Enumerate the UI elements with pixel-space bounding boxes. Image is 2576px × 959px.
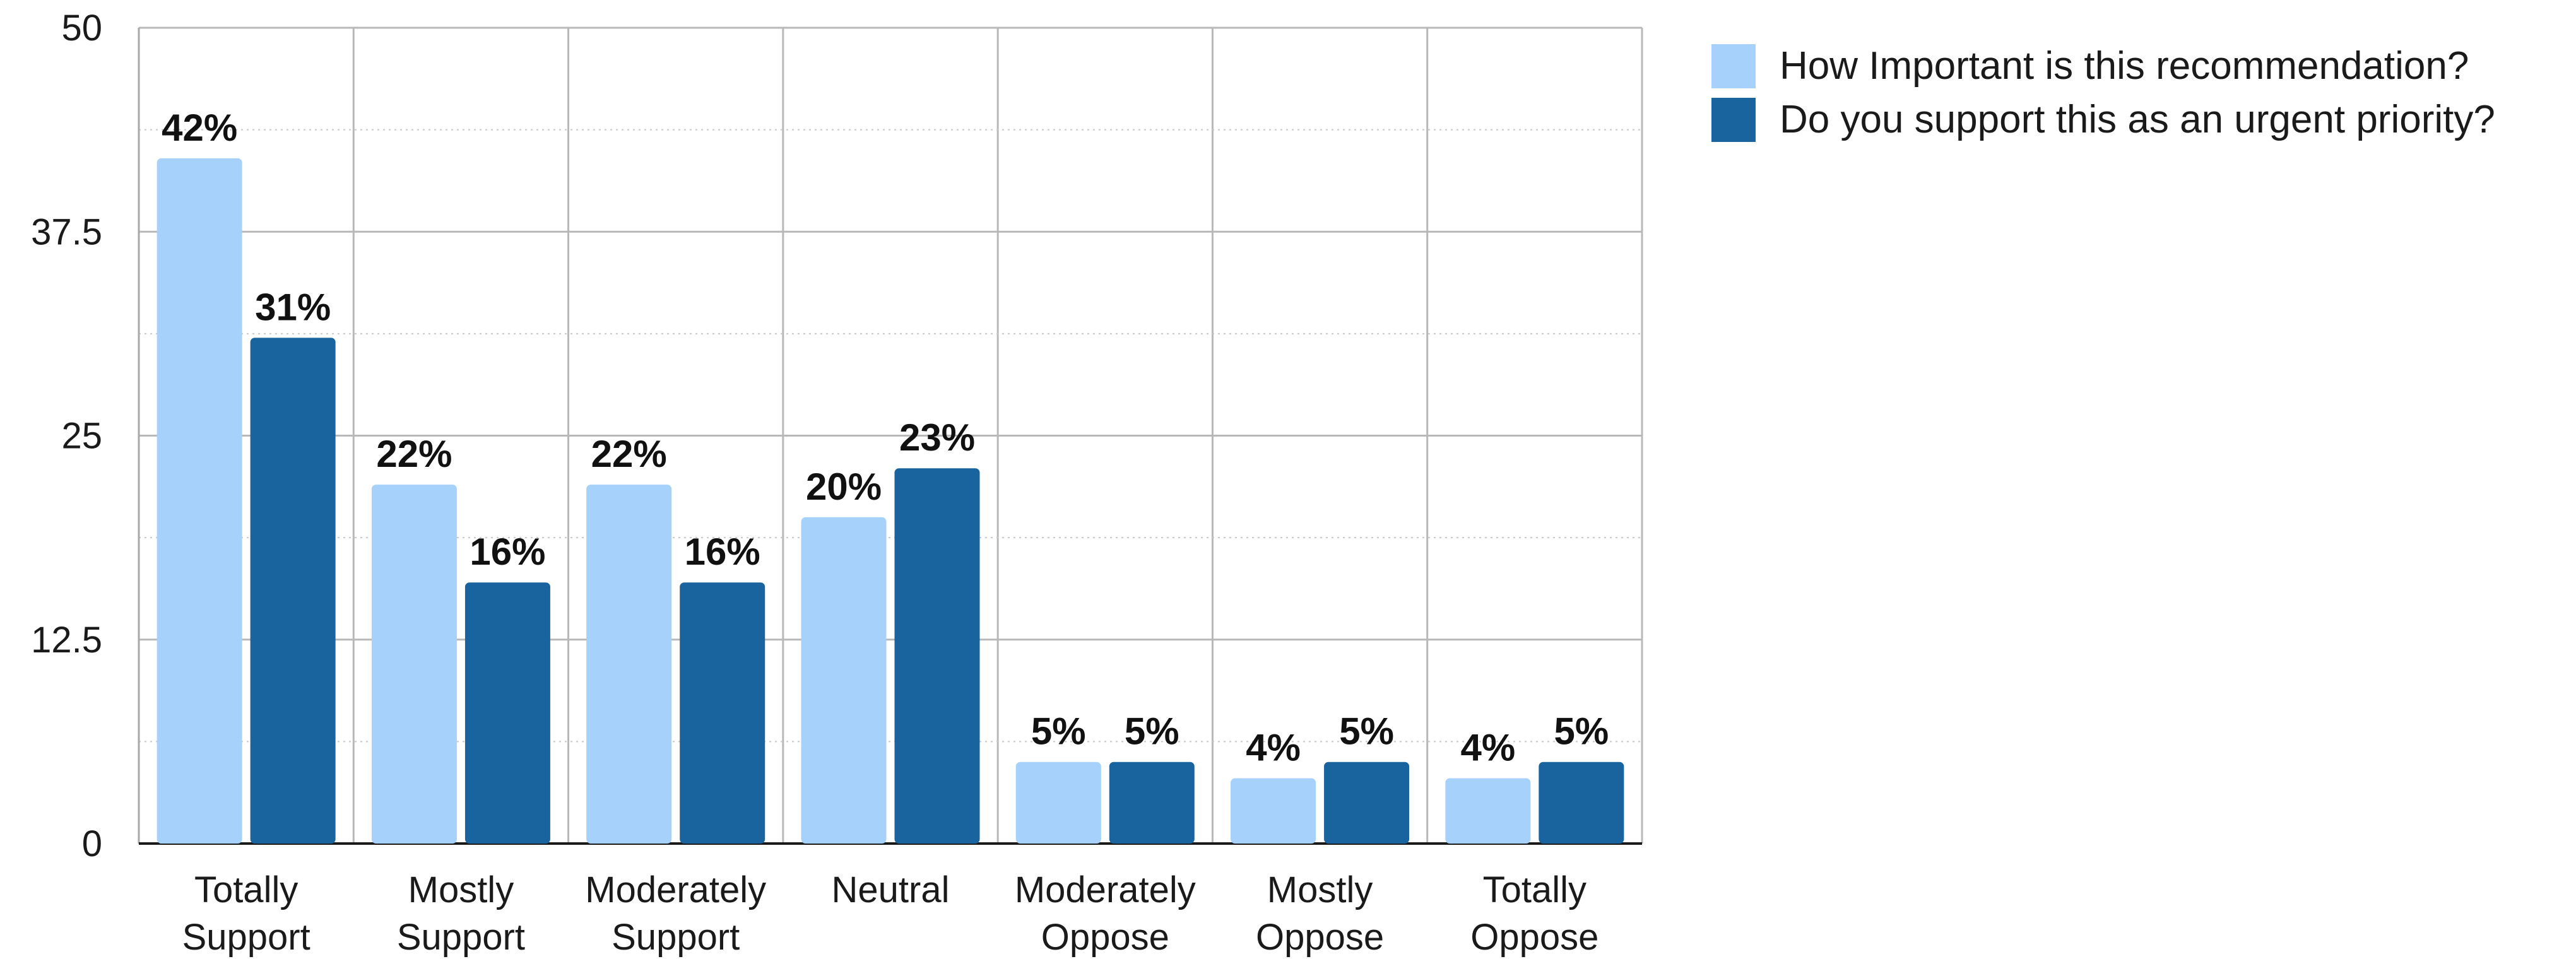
bar-value-label: 22% <box>376 433 452 475</box>
bar-value-label: 42% <box>162 107 237 149</box>
y-tick-label: 12.5 <box>31 620 102 661</box>
bar-value-label: 5% <box>1031 710 1086 753</box>
legend-swatch <box>1711 44 1756 88</box>
y-tick-label: 50 <box>61 8 102 49</box>
bar-value-label: 31% <box>255 286 331 328</box>
bar-importance <box>586 485 672 844</box>
bar-importance <box>371 485 457 844</box>
x-category-label: Support <box>182 917 310 958</box>
bar-importance <box>1231 778 1316 844</box>
bar-urgent-priority <box>680 582 765 844</box>
bar-value-label: 4% <box>1246 727 1301 769</box>
x-category-label: Oppose <box>1256 917 1384 958</box>
y-tick-label: 37.5 <box>31 211 102 252</box>
bar-value-label: 16% <box>470 531 545 573</box>
x-category-label: Mostly <box>408 869 514 910</box>
bar-urgent-priority <box>1324 762 1410 844</box>
bar-importance <box>1015 762 1101 844</box>
legend-label: How Important is this recommendation? <box>1780 44 2469 88</box>
legend-label: Do you support this as an urgent priorit… <box>1780 98 2495 141</box>
bar-value-label: 20% <box>806 466 882 508</box>
bar-value-label: 4% <box>1460 727 1515 769</box>
x-category-label: Totally <box>1483 869 1586 910</box>
x-category-label: Moderately <box>585 869 766 910</box>
bar-value-label: 5% <box>1554 710 1609 753</box>
bar-value-label: 16% <box>685 531 760 573</box>
y-tick-label: 25 <box>61 416 102 457</box>
bars <box>157 158 1624 844</box>
grid-lines <box>139 26 1643 844</box>
bar-urgent-priority <box>1539 762 1624 844</box>
y-tick-label: 0 <box>82 823 102 864</box>
bar-value-label: 5% <box>1125 710 1179 753</box>
bar-importance <box>1445 778 1531 844</box>
bar-value-label: 22% <box>591 433 667 475</box>
bar-value-label: 23% <box>899 416 975 459</box>
bar-value-label: 5% <box>1339 710 1394 753</box>
x-category-label: Support <box>612 917 740 958</box>
legend-swatch <box>1711 98 1756 142</box>
bar-importance <box>157 158 242 844</box>
x-category-label: Moderately <box>1015 869 1196 910</box>
x-category-label: Oppose <box>1470 917 1598 958</box>
x-category-label: Oppose <box>1041 917 1169 958</box>
bar-urgent-priority <box>1109 762 1195 844</box>
bar-importance <box>801 517 887 844</box>
x-category-label: Mostly <box>1267 869 1373 910</box>
bar-urgent-priority <box>250 338 336 844</box>
legend: How Important is this recommendation? Do … <box>1711 44 2495 142</box>
bar-urgent-priority <box>894 468 980 844</box>
x-category-label: Neutral <box>832 869 950 910</box>
x-category-label: Totally <box>194 869 298 910</box>
bar-urgent-priority <box>464 582 550 844</box>
data-labels: 42% 31% 22% 16% 22% 16% 20% 23% 5% 5% 4% 5% 4% 5% <box>162 107 1609 769</box>
x-category-label: Support <box>397 917 525 958</box>
